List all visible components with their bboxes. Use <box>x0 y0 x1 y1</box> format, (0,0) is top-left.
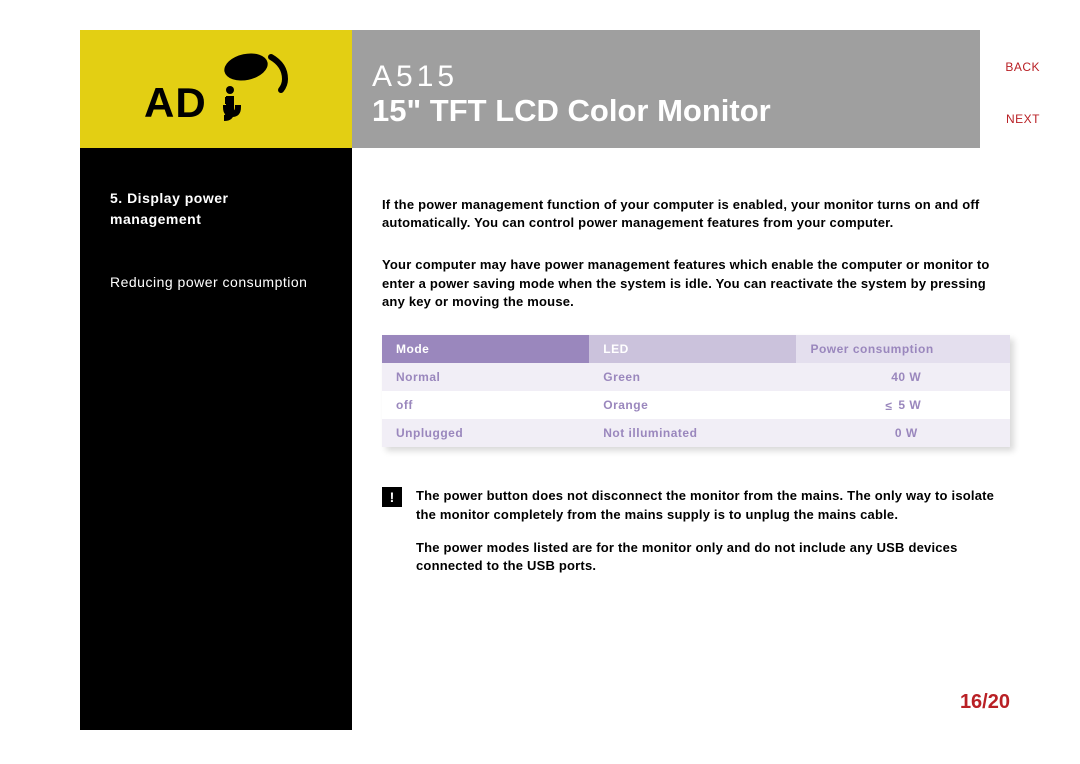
product-title: 15" TFT LCD Color Monitor <box>372 94 960 128</box>
sidebar: 5. Display power management Reducing pow… <box>80 148 352 730</box>
cell-mode: off <box>382 391 589 419</box>
note-text-2: The power modes listed are for the monit… <box>416 539 1010 577</box>
paragraph-2: Your computer may have power management … <box>382 256 1010 311</box>
table-row: off Orange ≤5 W <box>382 391 1010 419</box>
adi-logo-icon: AD <box>116 49 316 129</box>
col-led: LED <box>589 335 796 363</box>
header: AD A515 15" TFT LCD Color Monitor BACK N… <box>80 30 1040 148</box>
logo-box: AD <box>80 30 352 148</box>
cell-power: 0 W <box>796 419 1010 447</box>
content-area: If the power management function of your… <box>352 148 1040 730</box>
subsection-title: Reducing power consumption <box>110 272 322 293</box>
cell-mode: Normal <box>382 363 589 391</box>
cell-power: 40 W <box>796 363 1010 391</box>
warning-note-1: ! The power button does not disconnect t… <box>382 487 1010 525</box>
model-number: A515 <box>372 62 960 92</box>
table-row: Unplugged Not illuminated 0 W <box>382 419 1010 447</box>
nav-box: BACK NEXT <box>980 30 1040 148</box>
warning-icon: ! <box>382 487 402 507</box>
note-text-1: The power button does not disconnect the… <box>416 487 1010 525</box>
svg-text:AD: AD <box>144 79 207 126</box>
table-header-row: Mode LED Power consumption <box>382 335 1010 363</box>
back-link[interactable]: BACK <box>1005 60 1040 74</box>
page-number: 16/20 <box>960 691 1010 714</box>
cell-led: Green <box>589 363 796 391</box>
title-box: A515 15" TFT LCD Color Monitor <box>352 30 980 148</box>
paragraph-1: If the power management function of your… <box>382 196 1010 232</box>
next-link[interactable]: NEXT <box>1006 112 1040 126</box>
section-title: 5. Display power management <box>110 188 322 230</box>
cell-power: ≤5 W <box>796 391 1010 419</box>
col-mode: Mode <box>382 335 589 363</box>
body: 5. Display power management Reducing pow… <box>80 148 1040 730</box>
cell-led: Orange <box>589 391 796 419</box>
document-page: AD A515 15" TFT LCD Color Monitor BACK N… <box>80 30 1040 750</box>
power-table: Mode LED Power consumption Normal Green … <box>382 335 1010 447</box>
col-power: Power consumption <box>796 335 1010 363</box>
table-row: Normal Green 40 W <box>382 363 1010 391</box>
cell-mode: Unplugged <box>382 419 589 447</box>
cell-led: Not illuminated <box>589 419 796 447</box>
